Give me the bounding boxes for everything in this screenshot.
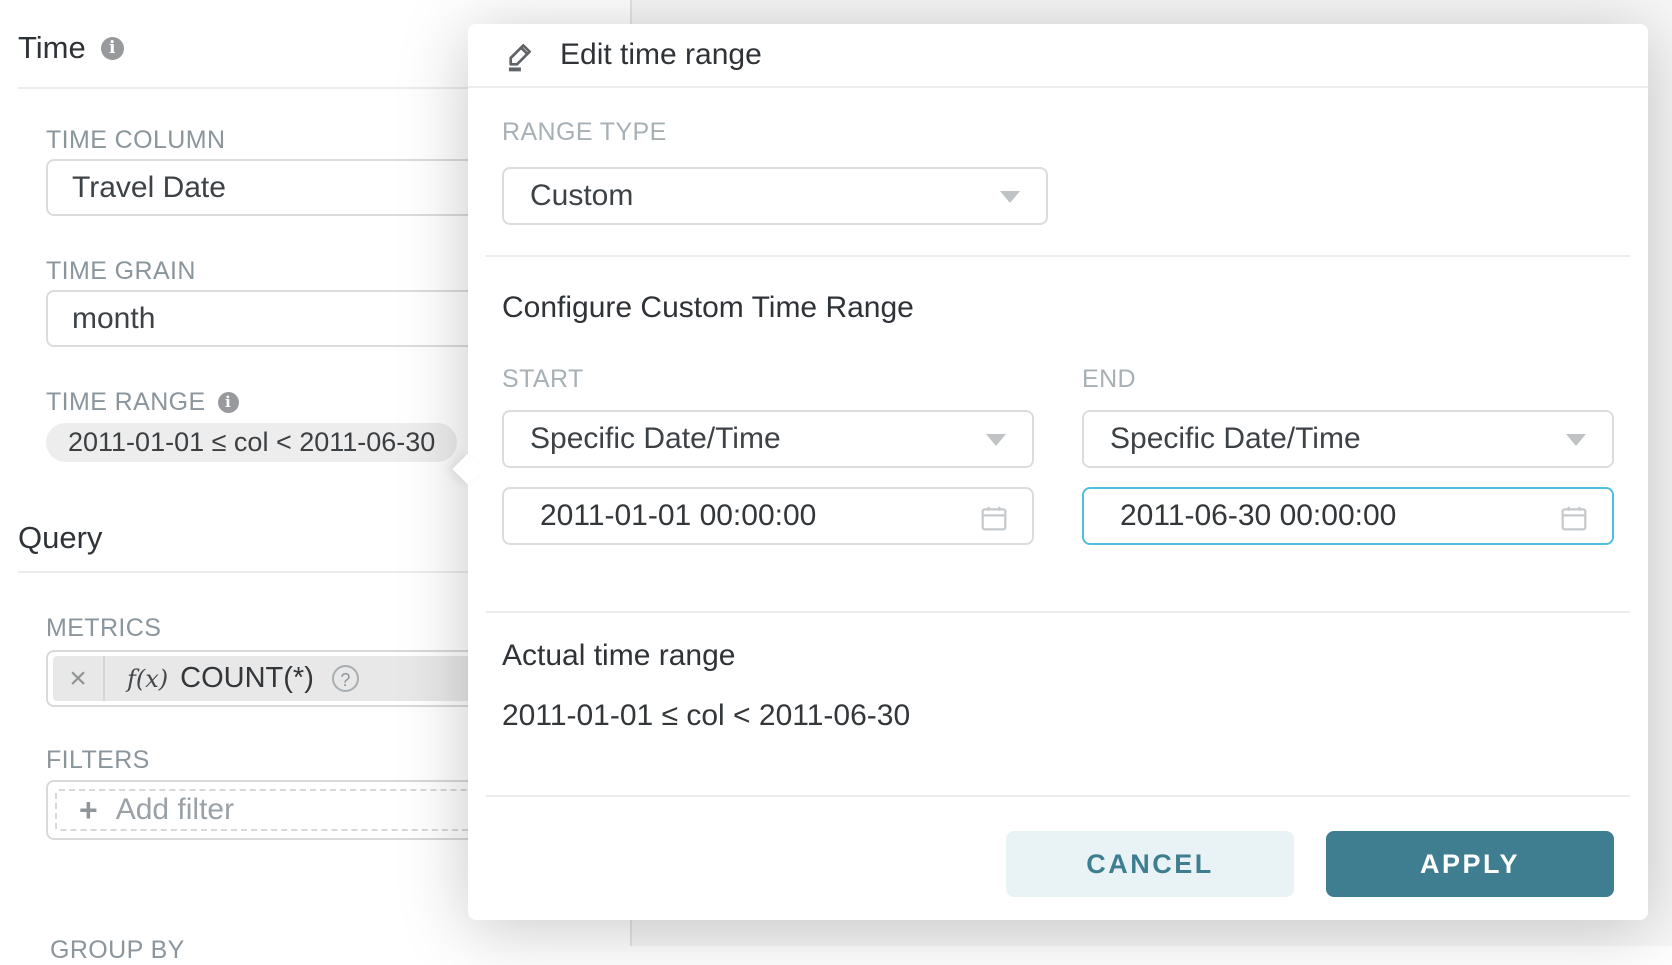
configure-heading: Configure Custom Time Range	[502, 291, 914, 324]
divider	[486, 255, 1630, 257]
chevron-down-icon	[1566, 434, 1586, 446]
filters-label: FILTERS	[46, 746, 150, 774]
edit-time-range-popover: Edit time range RANGE TYPE Custom Config…	[452, 24, 1648, 920]
end-datetime-input[interactable]: 2011-06-30 00:00:00	[1082, 487, 1614, 545]
help-icon[interactable]: ?	[331, 665, 359, 692]
add-filter-label: Add filter	[115, 793, 235, 826]
range-type-select[interactable]: Custom	[502, 167, 1048, 225]
add-filter-button[interactable]: + Add filter	[55, 789, 537, 831]
metrics-label: METRICS	[46, 614, 162, 642]
info-icon[interactable]: i	[100, 36, 124, 60]
popover-footer: CANCEL APPLY	[502, 831, 1614, 897]
query-section-title: Query	[18, 520, 103, 555]
start-datetime-input[interactable]: 2011-01-01 00:00:00	[502, 487, 1034, 545]
function-icon: f(x)	[127, 664, 169, 693]
group-by-label: GROUP BY	[50, 936, 185, 964]
cancel-button[interactable]: CANCEL	[1006, 831, 1294, 897]
time-column-label: TIME COLUMN	[46, 126, 226, 154]
close-icon[interactable]: ×	[53, 656, 105, 701]
time-range-label-text: TIME RANGE	[46, 388, 206, 416]
metric-chip[interactable]: × f(x) COUNT(*) ?	[53, 656, 539, 701]
start-column: START Specific Date/Time 2011-01-01 00:0…	[502, 365, 1034, 545]
start-label: START	[502, 365, 584, 393]
calendar-icon	[981, 506, 1007, 531]
end-datetime-value: 2011-06-30 00:00:00	[1120, 499, 1397, 532]
time-grain-value: month	[72, 301, 156, 335]
end-label: END	[1082, 365, 1136, 393]
popover-body: RANGE TYPE Custom Configure Custom Time …	[468, 118, 1648, 897]
time-range-pill[interactable]: 2011-01-01 ≤ col < 2011-06-30	[46, 423, 458, 462]
start-mode-select[interactable]: Specific Date/Time	[502, 410, 1034, 468]
start-datetime-value: 2011-01-01 00:00:00	[540, 499, 817, 532]
apply-button[interactable]: APPLY	[1326, 831, 1614, 897]
section-divider	[18, 571, 538, 573]
metric-name: COUNT(*)	[180, 662, 314, 694]
actual-range-value: 2011-01-01 ≤ col < 2011-06-30	[502, 699, 911, 732]
end-column: END Specific Date/Time 2011-06-30 00:00:…	[1082, 365, 1614, 545]
range-type-label: RANGE TYPE	[502, 118, 667, 146]
time-section-heading: Time i	[18, 30, 124, 66]
time-grain-label: TIME GRAIN	[46, 257, 196, 285]
time-section-title: Time	[18, 30, 86, 65]
time-column-value: Travel Date	[72, 170, 226, 204]
actual-range-heading: Actual time range	[502, 639, 736, 672]
info-icon[interactable]: i	[217, 392, 239, 413]
popover-title: Edit time range	[560, 38, 762, 71]
time-range-label: TIME RANGE i	[46, 388, 239, 417]
query-section-heading: Query	[18, 520, 102, 556]
chevron-down-icon	[1000, 191, 1020, 203]
divider	[486, 611, 1630, 613]
time-column-select[interactable]: Travel Date	[46, 159, 546, 216]
plus-icon: +	[79, 792, 98, 828]
divider	[486, 795, 1630, 797]
end-mode-value: Specific Date/Time	[1110, 422, 1361, 455]
start-mode-value: Specific Date/Time	[530, 422, 781, 455]
custom-range-grid: START Specific Date/Time 2011-01-01 00:0…	[502, 365, 1614, 545]
popover-header: Edit time range	[468, 24, 1648, 88]
end-mode-select[interactable]: Specific Date/Time	[1082, 410, 1614, 468]
section-divider	[18, 87, 538, 89]
metrics-field[interactable]: × f(x) COUNT(*) ?	[46, 650, 546, 707]
chevron-down-icon	[986, 434, 1006, 446]
time-grain-select[interactable]: month	[46, 290, 546, 347]
calendar-icon	[1561, 506, 1587, 531]
range-type-value: Custom	[530, 179, 634, 212]
time-range-pill-value: 2011-01-01 ≤ col < 2011-06-30	[68, 427, 436, 457]
edit-pencil-icon	[508, 44, 531, 72]
